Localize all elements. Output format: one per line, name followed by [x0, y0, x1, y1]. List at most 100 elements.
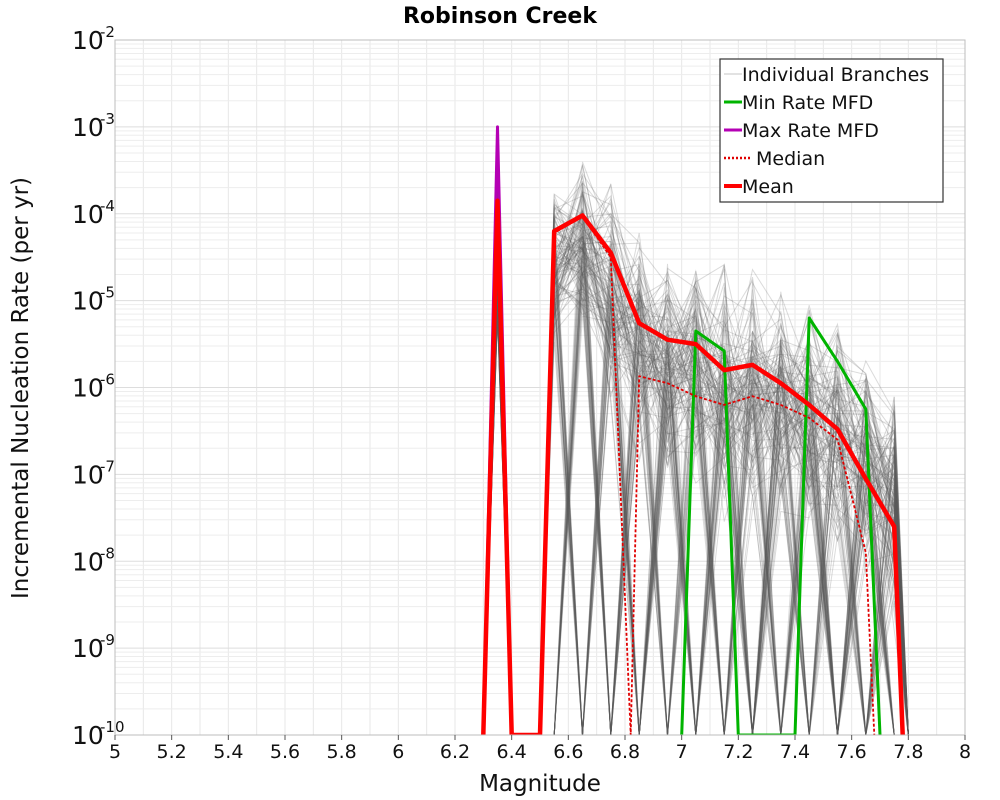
- branch-line: [482, 272, 909, 735]
- branch-line: [482, 197, 909, 735]
- x-tick-label: 6: [392, 741, 404, 763]
- y-tick-base: 10: [72, 200, 104, 229]
- branch-line: [482, 229, 909, 735]
- branch-line: [482, 278, 909, 735]
- individual-branches: [482, 161, 909, 735]
- branch-line: [482, 232, 909, 735]
- branch-line: [482, 179, 909, 735]
- branch-line: [482, 208, 909, 735]
- branch-line: [482, 267, 909, 735]
- branch-line: [482, 228, 909, 735]
- legend-label: Min Rate MFD: [742, 92, 873, 114]
- y-tick-base: 10: [72, 26, 104, 55]
- series-median: [482, 215, 876, 735]
- y-tick-exponent: -4: [100, 197, 115, 215]
- branch-line: [482, 250, 909, 735]
- y-tick-label: 10-9: [72, 631, 115, 663]
- branch-line: [482, 261, 909, 735]
- branch-line: [482, 246, 909, 735]
- y-tick-exponent: -5: [100, 284, 115, 302]
- branch-line: [482, 191, 909, 735]
- branch-line: [482, 194, 909, 735]
- branch-line: [482, 234, 909, 735]
- x-axis-label: Magnitude: [479, 771, 601, 797]
- x-tick-label: 7.4: [780, 741, 810, 763]
- branch-line: [482, 218, 909, 735]
- branch-line: [482, 209, 909, 735]
- series-lines: [481, 125, 905, 735]
- branch-line: [482, 255, 909, 735]
- branch-line: [482, 218, 909, 735]
- branch-line: [482, 228, 909, 735]
- branch-line: [482, 185, 909, 735]
- y-tick-label: 10-10: [72, 718, 125, 750]
- branch-line: [482, 210, 909, 735]
- branch-line: [482, 236, 909, 735]
- branch-line: [482, 240, 909, 735]
- branch-line: [482, 269, 909, 735]
- x-tick-label: 5.2: [157, 741, 187, 763]
- y-tick-exponent: -2: [100, 23, 115, 41]
- branch-line: [482, 214, 909, 735]
- branch-line: [482, 179, 909, 735]
- branch-line: [482, 214, 909, 735]
- branch-line: [482, 214, 909, 735]
- x-tick-label: 6.4: [497, 741, 527, 763]
- y-tick-base: 10: [72, 374, 104, 403]
- y-axis-ticks: 10-210-310-410-510-610-710-810-910-10: [72, 23, 125, 750]
- branch-line: [482, 274, 909, 735]
- branch-line: [482, 207, 909, 735]
- branch-line: [482, 295, 909, 735]
- branch-line: [482, 228, 909, 735]
- y-tick-label: 10-5: [72, 284, 115, 316]
- branch-line: [482, 212, 909, 735]
- branch-line: [482, 193, 909, 735]
- branch-line: [482, 215, 909, 735]
- branch-line: [482, 208, 909, 735]
- branch-line: [482, 204, 909, 735]
- branch-line: [482, 229, 909, 735]
- branch-line: [482, 266, 909, 735]
- branch-line: [482, 182, 909, 735]
- series-mean: [481, 198, 905, 735]
- x-tick-label: 7.8: [893, 741, 923, 763]
- branch-line: [482, 260, 909, 735]
- branch-line: [482, 194, 909, 735]
- branch-line: [482, 233, 909, 735]
- branch-line: [482, 223, 909, 735]
- y-tick-base: 10: [72, 547, 104, 576]
- y-tick-exponent: -3: [100, 110, 115, 128]
- branch-line: [482, 230, 909, 735]
- branch-line: [482, 243, 909, 735]
- x-tick-label: 8: [959, 741, 971, 763]
- branch-line: [482, 192, 909, 735]
- branch-line: [482, 175, 909, 735]
- branch-line: [482, 236, 909, 735]
- branch-line: [482, 189, 909, 735]
- branch-line: [482, 212, 909, 735]
- x-tick-label: 5.8: [327, 741, 357, 763]
- branch-line: [482, 208, 909, 735]
- x-tick-label: 5.4: [213, 741, 243, 763]
- branch-line: [482, 246, 909, 735]
- branch-line: [482, 217, 909, 735]
- branch-line: [482, 199, 909, 735]
- branch-line: [482, 291, 909, 735]
- branch-line: [482, 187, 909, 735]
- branch-line: [482, 259, 909, 735]
- branch-line: [482, 223, 909, 735]
- x-tick-label: 5.6: [270, 741, 300, 763]
- branch-line: [482, 182, 909, 735]
- branch-line: [482, 180, 909, 735]
- x-tick-label: 7.2: [723, 741, 753, 763]
- y-tick-label: 10-2: [72, 23, 115, 55]
- y-tick-exponent: -9: [100, 631, 115, 649]
- y-tick-exponent: -8: [100, 544, 115, 562]
- branch-line: [482, 172, 909, 735]
- branch-line: [482, 246, 909, 735]
- y-tick-exponent: -7: [100, 457, 115, 475]
- y-tick-label: 10-3: [72, 110, 115, 142]
- branch-line: [482, 218, 909, 735]
- y-tick-label: 10-8: [72, 544, 115, 576]
- branch-line: [482, 189, 909, 735]
